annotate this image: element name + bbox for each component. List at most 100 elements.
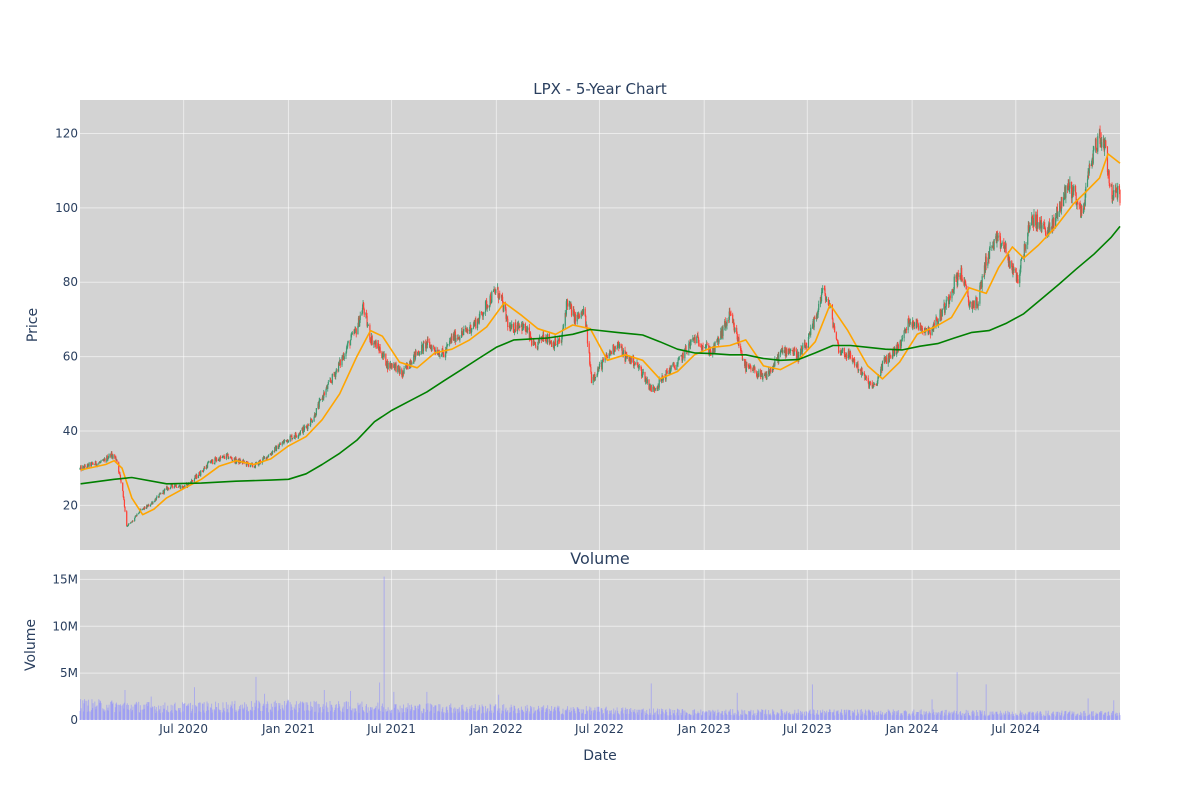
volume-bar <box>929 713 931 720</box>
candle-body <box>1086 179 1089 187</box>
volume-bar <box>582 709 584 720</box>
volume-bar <box>1112 711 1114 720</box>
volume-bar <box>495 704 497 720</box>
volume-bar <box>377 702 379 720</box>
volume-bar <box>214 710 216 720</box>
volume-bar <box>940 711 942 720</box>
candle-body <box>999 236 1001 249</box>
volume-bar <box>1100 712 1102 720</box>
volume-bar <box>142 709 144 720</box>
volume-bar <box>311 706 313 720</box>
volume-bar <box>574 710 576 720</box>
volume-bar <box>889 711 891 720</box>
volume-bar <box>1088 714 1090 720</box>
volume-bar <box>1044 716 1046 720</box>
candle-body <box>580 312 582 318</box>
volume-bar <box>991 711 993 720</box>
volume-bar <box>967 712 969 720</box>
volume-bar <box>259 703 261 720</box>
candle-body <box>841 351 843 353</box>
candle-body <box>917 322 919 324</box>
volume-bar <box>227 704 229 720</box>
volume-bar <box>792 713 794 720</box>
candle-body <box>295 433 297 436</box>
candle-body <box>289 436 291 442</box>
volume-bar <box>194 712 196 720</box>
volume-bar <box>187 705 189 720</box>
candle-body <box>698 343 700 347</box>
volume-bar <box>841 713 843 720</box>
price-grid <box>80 100 1120 550</box>
volume-bar <box>893 710 895 720</box>
volume-bar <box>233 704 235 720</box>
candle-body <box>1079 205 1081 207</box>
volume-bar <box>642 710 644 720</box>
candle-body <box>475 319 477 329</box>
volume-bar <box>158 710 160 720</box>
volume-bar <box>674 715 676 720</box>
candle-body <box>844 353 846 356</box>
volume-bar <box>1098 712 1100 720</box>
volume-bar <box>738 715 740 720</box>
volume-bar <box>481 704 483 720</box>
candle-body <box>617 341 619 348</box>
volume-bar <box>522 711 524 720</box>
volume-bar <box>238 706 240 720</box>
candle-body <box>1041 225 1043 229</box>
candle-body <box>697 337 700 344</box>
volume-bar <box>238 709 240 720</box>
volume-bar <box>261 711 263 720</box>
candle-body <box>701 345 704 349</box>
candle-body <box>814 317 816 320</box>
candle-body <box>172 486 174 488</box>
candle-body <box>351 332 353 335</box>
volume-bar <box>205 710 207 720</box>
candle-body <box>249 465 251 467</box>
candle-body <box>598 364 601 369</box>
volume-bar <box>1072 713 1074 720</box>
volume-bar <box>278 703 280 720</box>
candle-body <box>180 485 182 489</box>
volume-bar <box>788 713 790 720</box>
volume-bar <box>874 712 876 720</box>
volume-bar <box>867 710 869 720</box>
candle-body <box>640 368 643 376</box>
volume-bar <box>175 710 177 720</box>
candle-body <box>1017 279 1019 284</box>
volume-bar <box>275 706 277 720</box>
volume-bar <box>622 707 624 720</box>
candle-body <box>394 364 396 369</box>
candle-body <box>330 379 332 382</box>
volume-bar <box>827 712 829 720</box>
candle-body <box>122 482 124 491</box>
candle-body <box>213 462 216 464</box>
volume-bar <box>549 713 551 720</box>
volume-bar <box>449 705 451 720</box>
volume-bar <box>270 703 272 720</box>
candle-body <box>736 333 738 340</box>
candle-body <box>640 366 642 369</box>
candle-body <box>164 489 166 490</box>
candle-body <box>1065 185 1067 198</box>
candle-body <box>224 457 226 459</box>
candle-body <box>482 314 484 317</box>
volume-bar <box>252 706 254 720</box>
volume-bar <box>802 713 804 720</box>
volume-bar <box>1027 714 1029 720</box>
volume-bar <box>229 707 231 720</box>
candle-body <box>688 343 690 353</box>
volume-bar <box>696 714 698 720</box>
volume-bar <box>1117 715 1119 720</box>
candle-body <box>421 344 423 354</box>
candle-body <box>824 288 826 294</box>
candle-body <box>403 368 405 374</box>
candle-body <box>969 303 971 307</box>
volume-bar <box>389 709 391 720</box>
candle-body <box>467 329 469 331</box>
volume-bar <box>741 714 743 720</box>
volume-bar <box>987 715 989 720</box>
candle-body <box>524 323 526 332</box>
volume-bar <box>466 709 468 720</box>
volume-bar <box>1015 715 1017 720</box>
volume-bar <box>393 707 395 720</box>
